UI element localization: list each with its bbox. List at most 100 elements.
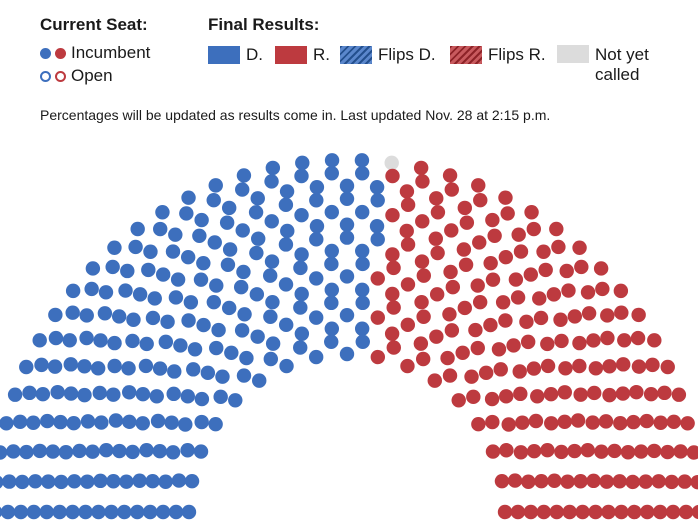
rep-seat bbox=[442, 368, 458, 383]
rep-seat bbox=[428, 231, 443, 246]
rep-seat bbox=[533, 310, 549, 326]
dem-seat bbox=[120, 263, 135, 279]
dem-seat bbox=[264, 254, 280, 269]
rep-seat bbox=[429, 329, 444, 344]
dem-label: D. bbox=[246, 45, 263, 64]
dem-seat bbox=[130, 504, 145, 520]
dem-seat bbox=[196, 317, 211, 333]
dem-seat bbox=[355, 204, 370, 220]
rep-seat bbox=[470, 278, 485, 293]
dem-seat bbox=[54, 474, 69, 490]
rep-seat bbox=[487, 228, 502, 243]
rep-seat bbox=[612, 474, 627, 489]
rep-seat bbox=[554, 333, 569, 349]
dem-seat bbox=[0, 416, 14, 431]
rep-seat bbox=[498, 249, 514, 265]
dem-seat bbox=[63, 386, 79, 401]
rep-seat bbox=[647, 333, 662, 348]
rep-seat bbox=[657, 385, 672, 401]
legend-not-yet-called: Not yet called bbox=[557, 45, 659, 85]
rep-seat bbox=[690, 474, 698, 490]
dem-seat bbox=[152, 361, 168, 376]
dem-seat bbox=[369, 219, 385, 234]
rep-seat bbox=[399, 184, 415, 199]
rep-seat bbox=[551, 239, 566, 255]
rep-seat bbox=[561, 283, 576, 298]
dem-seat bbox=[324, 295, 339, 311]
dem-seat bbox=[228, 393, 243, 408]
dem-seat bbox=[34, 357, 49, 373]
legend-dem: D. bbox=[208, 45, 263, 65]
rep-seat bbox=[470, 340, 485, 356]
rep-seat bbox=[573, 387, 588, 402]
dem-seat bbox=[135, 416, 150, 431]
rep-seat bbox=[620, 445, 636, 460]
dem-seat bbox=[208, 178, 223, 193]
dem-swatch-icon bbox=[208, 46, 240, 64]
dem-seat bbox=[58, 445, 74, 460]
dem-seat bbox=[278, 197, 294, 213]
dem-seat bbox=[209, 340, 224, 356]
rep-seat bbox=[484, 391, 500, 407]
dem-seat bbox=[339, 178, 355, 194]
rep-seat bbox=[572, 335, 587, 351]
rep-seat bbox=[508, 272, 524, 287]
rep-seat bbox=[444, 223, 459, 238]
dem-seat bbox=[65, 504, 80, 520]
rep-seat bbox=[575, 504, 590, 520]
dem-seat bbox=[264, 174, 279, 189]
dem-seat bbox=[193, 272, 209, 287]
rep-seat bbox=[498, 190, 513, 205]
dem-seat bbox=[173, 338, 188, 353]
rep-seat bbox=[471, 417, 486, 432]
dem-seat bbox=[50, 384, 65, 400]
dem-seat bbox=[278, 277, 294, 292]
rep-seat bbox=[526, 221, 541, 237]
dem-seat bbox=[167, 364, 182, 379]
dem-seat bbox=[178, 417, 193, 432]
dem-seat bbox=[139, 336, 154, 352]
rep-seat bbox=[464, 369, 479, 384]
rep-seat bbox=[512, 364, 527, 379]
dem-seat bbox=[84, 281, 99, 297]
dem-seat bbox=[85, 261, 101, 276]
rep-seat bbox=[557, 414, 572, 430]
rep-seat bbox=[414, 254, 430, 269]
dem-seat bbox=[156, 267, 171, 282]
rep-seat bbox=[567, 443, 582, 459]
rep-seat bbox=[386, 300, 401, 315]
dem-seat bbox=[147, 291, 162, 306]
rep-seat bbox=[598, 414, 614, 429]
dem-seat bbox=[339, 308, 355, 323]
rep-seat bbox=[660, 444, 675, 460]
dem-seat bbox=[117, 504, 132, 520]
dem-seat bbox=[65, 283, 81, 299]
rep-seat bbox=[686, 445, 698, 460]
dem-seat bbox=[235, 223, 250, 238]
dem-seat bbox=[179, 206, 194, 221]
rep-seat bbox=[416, 268, 431, 283]
dem-seat bbox=[125, 333, 140, 349]
flips-d-label: Flips D. bbox=[378, 45, 436, 64]
rep-seat bbox=[538, 262, 553, 278]
dem-seat bbox=[93, 333, 108, 348]
dem-seat bbox=[155, 504, 171, 520]
rep-seat bbox=[483, 255, 498, 271]
rep-seat bbox=[627, 504, 642, 520]
dem-incumbent-dot-icon bbox=[40, 47, 51, 59]
rep-seat bbox=[599, 474, 614, 489]
rep-seat bbox=[601, 504, 616, 520]
rep-seat bbox=[562, 504, 577, 520]
rep-seat bbox=[399, 223, 414, 239]
rep-seat bbox=[429, 287, 445, 302]
dem-seat bbox=[145, 474, 160, 489]
dem-seat bbox=[143, 244, 158, 259]
dem-seat bbox=[280, 223, 295, 239]
dem-seat bbox=[112, 443, 127, 459]
dem-seat bbox=[132, 473, 147, 488]
dem-seat bbox=[93, 473, 108, 489]
rep-seat bbox=[370, 310, 385, 325]
dem-seat bbox=[355, 256, 370, 272]
rep-seat bbox=[413, 336, 429, 351]
